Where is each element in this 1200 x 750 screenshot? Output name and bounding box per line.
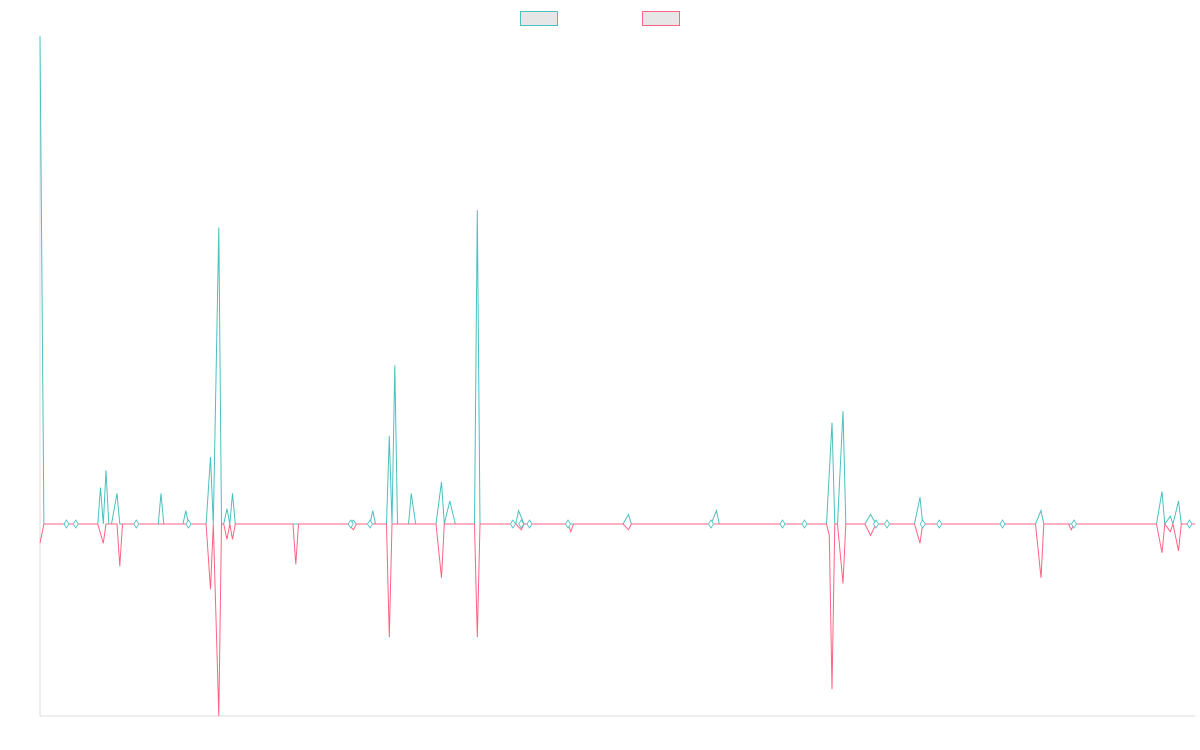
data-point-marker[interactable] xyxy=(779,519,786,529)
data-point-marker[interactable] xyxy=(185,519,192,529)
legend-item-series-b[interactable] xyxy=(642,9,680,27)
legend-swatch-series-b xyxy=(642,10,680,26)
data-point-marker[interactable] xyxy=(72,519,79,529)
legend-item-series-a[interactable] xyxy=(520,9,558,27)
data-point-marker[interactable] xyxy=(565,519,571,529)
data-point-marker[interactable] xyxy=(919,519,926,529)
series-line-a[interactable] xyxy=(39,35,1195,526)
data-point-marker[interactable] xyxy=(367,519,373,529)
data-point-marker[interactable] xyxy=(873,519,879,529)
data-point-marker[interactable] xyxy=(801,519,808,529)
legend-swatch-series-a xyxy=(520,10,558,26)
data-point-marker[interactable] xyxy=(1071,519,1077,529)
data-point-marker[interactable] xyxy=(708,519,714,529)
data-point-marker[interactable] xyxy=(63,519,70,529)
series-line-b[interactable] xyxy=(39,522,1195,717)
data-point-marker[interactable] xyxy=(936,519,943,529)
data-point-marker[interactable] xyxy=(518,519,525,529)
data-point-marker[interactable] xyxy=(999,519,1006,529)
data-point-marker[interactable] xyxy=(884,519,890,529)
data-point-marker[interactable] xyxy=(526,519,533,529)
legend xyxy=(0,9,1200,27)
data-point-marker[interactable] xyxy=(510,519,516,529)
data-point-marker[interactable] xyxy=(133,519,140,529)
data-point-marker[interactable] xyxy=(1186,519,1193,529)
data-point-marker[interactable] xyxy=(347,519,354,529)
